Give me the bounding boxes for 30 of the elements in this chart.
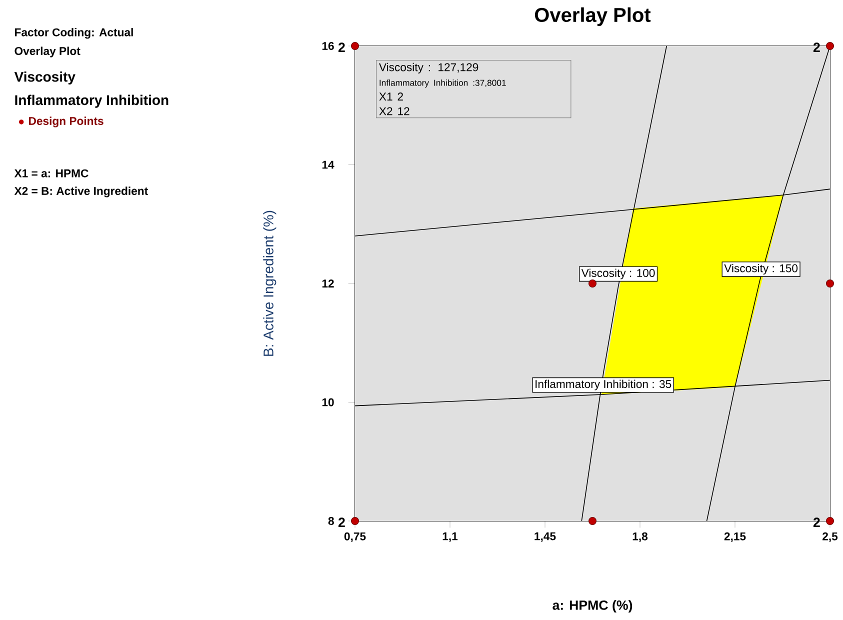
x-tick-label: 1,1 — [442, 532, 458, 542]
annotation: X2 12 — [379, 107, 410, 116]
text: Inflammatory Inhibition — [15, 94, 168, 108]
y-tick-label: 14 — [322, 160, 334, 169]
text: Overlay Plot — [14, 46, 80, 58]
x-tick-label: 2,5 — [822, 532, 838, 542]
y-tick-label: 12 — [322, 280, 334, 288]
annotation: Viscosity : 100 — [581, 268, 655, 280]
legend-label: Design Points — [29, 116, 104, 128]
y-tick-label: 10 — [322, 398, 334, 406]
x-tick-label: 2,15 — [724, 532, 746, 542]
annotation: 2 — [338, 42, 345, 52]
annotation: Viscosity : 150 — [724, 264, 798, 275]
text: Factor Coding: Actual — [15, 28, 133, 39]
annotation: Inflammatory Inhibition : 35 — [536, 380, 672, 390]
text: X2 = B: Active Ingredient — [14, 186, 148, 198]
y-tick-label: 8 — [328, 516, 334, 525]
text: X1 = a: HPMC — [14, 169, 88, 178]
x-tick-label: 1,45 — [534, 532, 556, 542]
x-tick-label: 0,75 — [344, 532, 366, 542]
x-tick-label: 1,8 — [632, 532, 648, 542]
x-axis-title: a: HPMC (%) — [552, 600, 632, 613]
annotation: X1 2 — [379, 92, 403, 100]
text: Viscosity — [14, 71, 76, 85]
y-axis-title: B: Active Ingredient (%) — [263, 210, 276, 356]
chart-title: Overlay Plot — [534, 7, 651, 26]
y-tick-label: 16 — [322, 42, 334, 50]
annotation: Inflammatory Inhibition :37,8001 — [380, 80, 506, 88]
annotation: Viscosity : 127,129 — [378, 62, 478, 74]
annotation: 2 — [338, 518, 345, 527]
